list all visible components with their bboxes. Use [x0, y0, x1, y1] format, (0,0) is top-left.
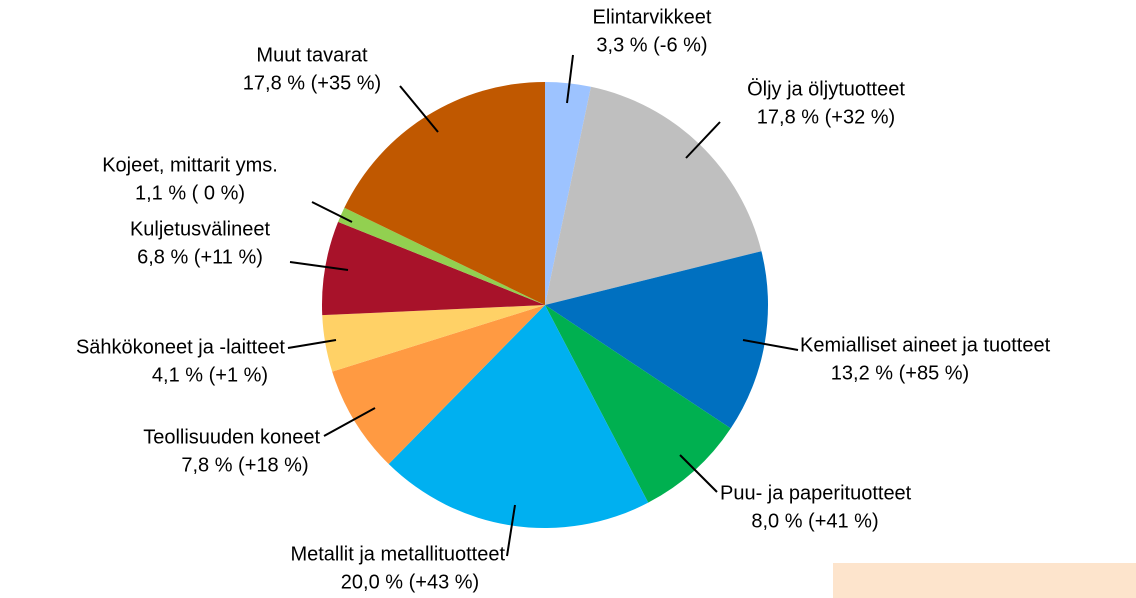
slice-label: Kojeet, mittarit yms. — [102, 154, 278, 176]
slice-value-label: 8,0 % (+41 %) — [751, 510, 878, 532]
slice-label: Teollisuuden koneet — [143, 426, 320, 448]
pie-slice — [322, 305, 545, 372]
slice-value-label: 7,8 % (+18 %) — [181, 454, 308, 476]
leader-line — [289, 261, 349, 271]
slice-label: Kemialliset aineet ja tuotteet — [800, 334, 1051, 356]
leader-line — [679, 454, 718, 493]
slice-label: Elintarvikkeet — [593, 6, 712, 28]
slice-value-label: 20,0 % (+43 %) — [341, 571, 479, 593]
pie-slice — [545, 82, 591, 305]
slice-label: Metallit ja metallituotteet — [290, 543, 505, 565]
slice-label: Kuljetusvälineet — [130, 218, 271, 240]
slice-label: Sähkökoneet ja -laitteet — [76, 336, 285, 358]
footer-box — [833, 563, 1136, 598]
slice-value-label: 17,8 % (+35 %) — [243, 72, 381, 94]
pie-slice — [322, 221, 545, 316]
pie-slice — [545, 251, 769, 429]
slice-value-label: 17,8 % (+32 %) — [757, 106, 895, 128]
pie-slice — [332, 305, 545, 465]
slice-label: Muut tavarat — [256, 44, 368, 66]
leader-line — [311, 201, 353, 223]
slice-value-label: 3,3 % (-6 %) — [596, 34, 707, 56]
leader-line — [399, 85, 439, 133]
leader-line — [506, 504, 516, 557]
slice-value-label: 13,2 % (+85 %) — [831, 362, 969, 384]
leader-line — [323, 407, 376, 437]
pie-slice — [338, 207, 545, 305]
slice-value-label: 1,1 % ( 0 %) — [135, 182, 245, 204]
pie-slice — [545, 305, 731, 503]
slice-value-label: 6,8 % (+11 %) — [137, 246, 263, 268]
pie-slice — [545, 86, 762, 306]
leader-line — [742, 339, 799, 351]
leader-line — [685, 121, 721, 159]
leader-line — [566, 54, 574, 104]
pie-slice — [388, 305, 649, 529]
pie-slice — [344, 81, 545, 306]
leader-line — [287, 339, 337, 349]
slice-value-label: 4,1 % (+1 %) — [152, 364, 268, 386]
slice-label: Öljy ja öljytuotteet — [747, 78, 905, 100]
slice-label: Puu- ja paperituotteet — [720, 482, 912, 504]
